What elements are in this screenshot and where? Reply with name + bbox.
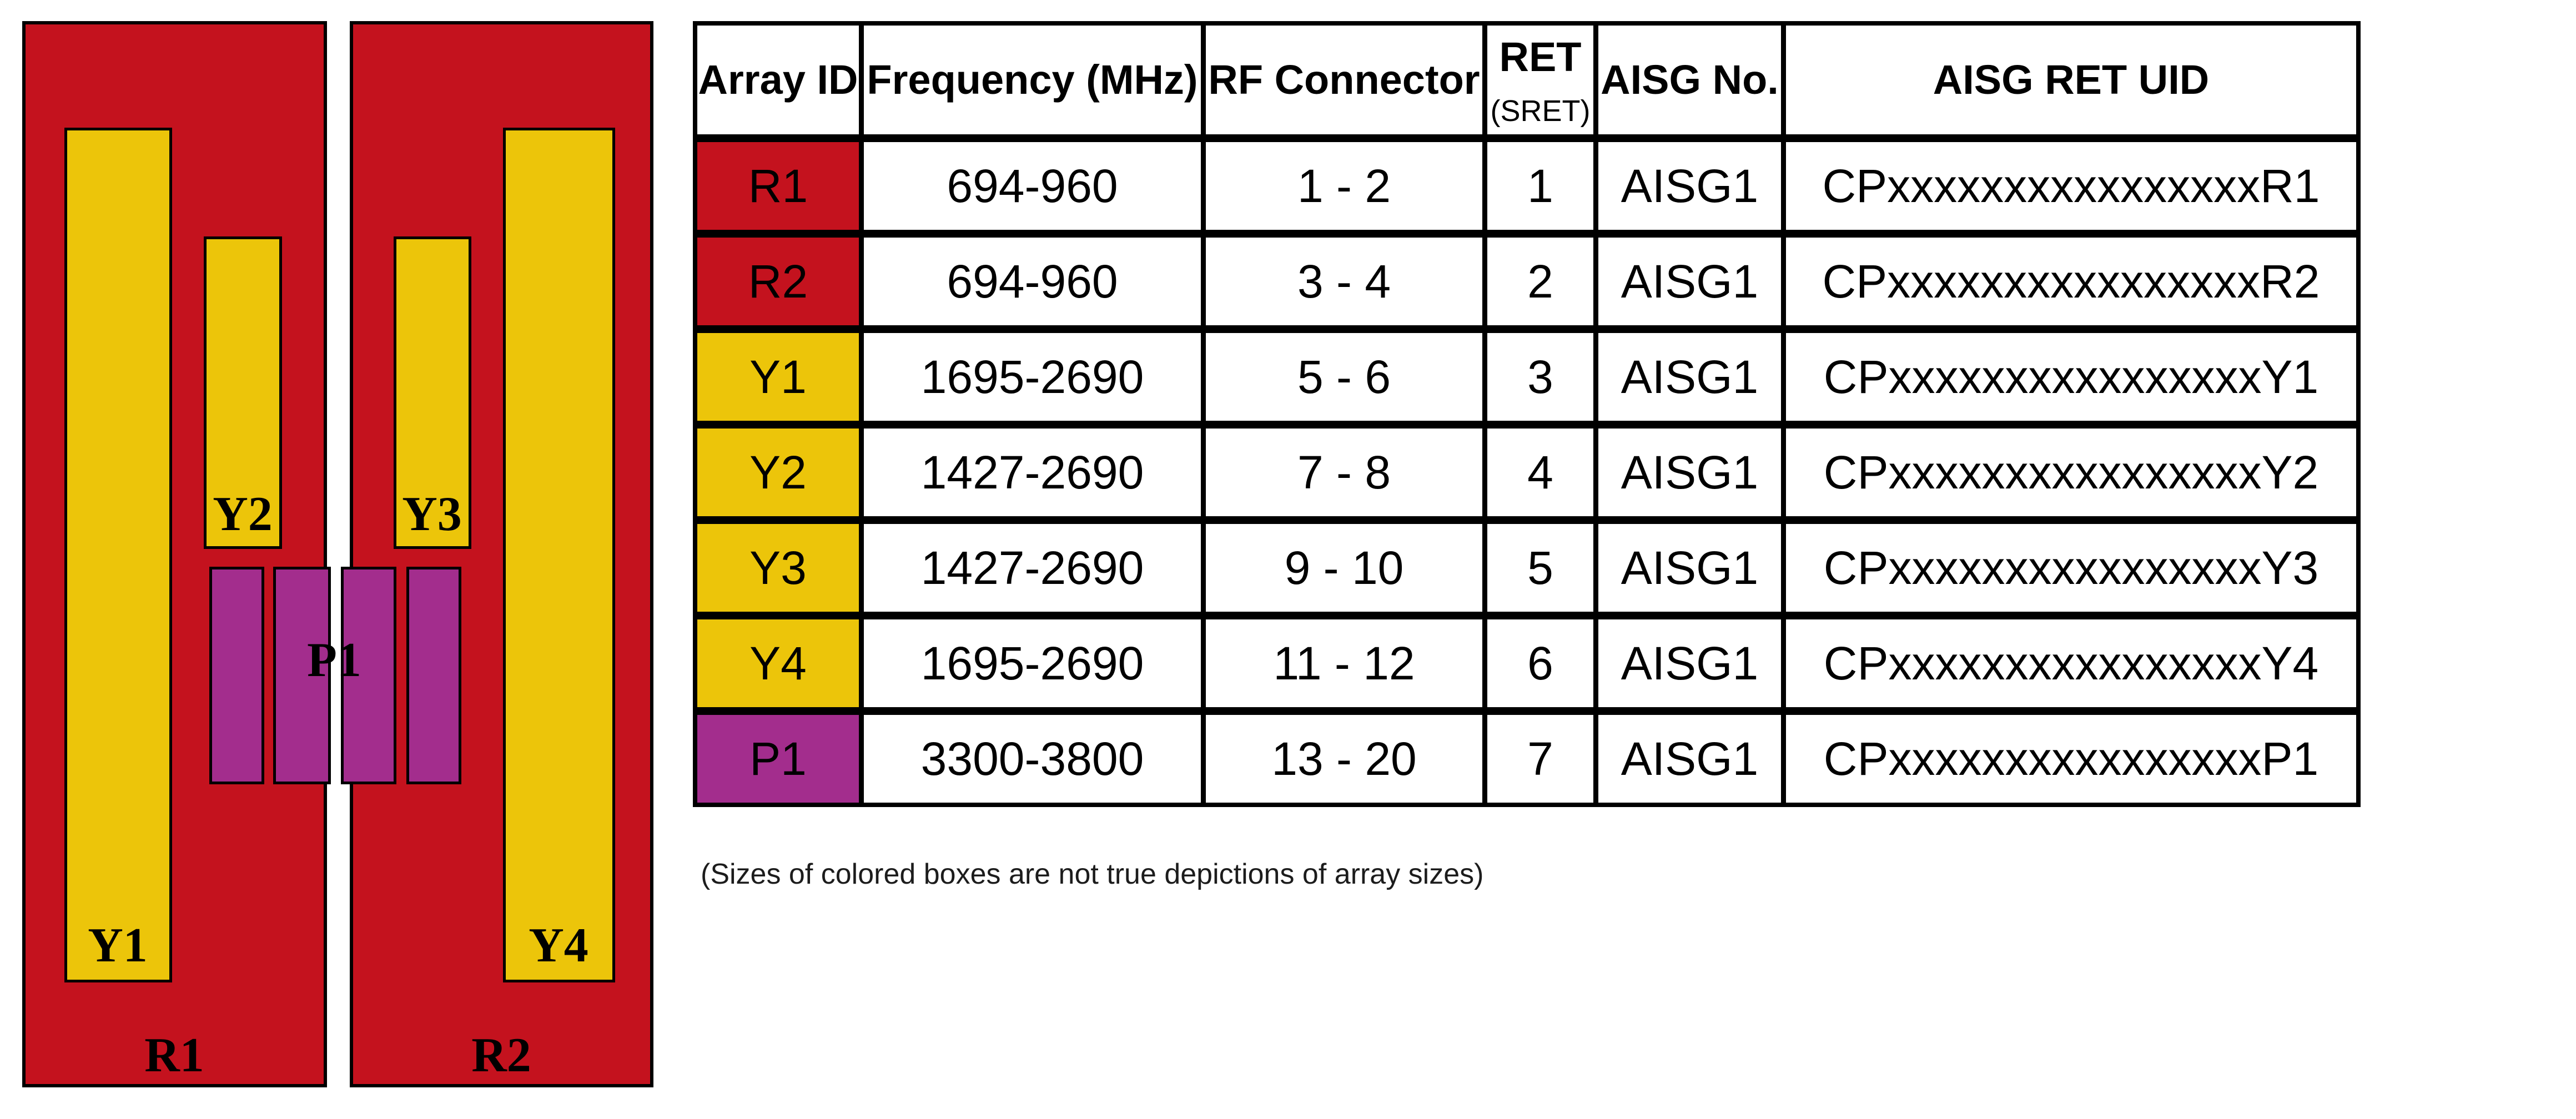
cell-rf-connector: 5 - 6 bbox=[1206, 333, 1482, 421]
purple-array-box-4 bbox=[406, 567, 461, 784]
header-aisg-ret-uid: AISG RET UID bbox=[1786, 26, 2356, 134]
cell-frequency: 3300-3800 bbox=[864, 715, 1201, 803]
yellow-array-y4 bbox=[503, 128, 615, 982]
yellow-array-y2 bbox=[204, 236, 282, 549]
cell-frequency: 1427-2690 bbox=[864, 524, 1201, 612]
cell-aisg-ret-uid: CPxxxxxxxxxxxxxxxxY2 bbox=[1786, 429, 2356, 516]
cell-ret: 4 bbox=[1487, 429, 1593, 516]
diagram-label-y4: Y4 bbox=[529, 919, 588, 972]
size-disclaimer-note: (Sizes of colored boxes are not true dep… bbox=[701, 858, 1484, 890]
cell-array-id: R1 bbox=[697, 142, 859, 230]
cell-aisg-no: AISG1 bbox=[1598, 524, 1781, 612]
purple-array-box-1 bbox=[209, 567, 264, 784]
cell-aisg-ret-uid: CPxxxxxxxxxxxxxxxxY4 bbox=[1786, 619, 2356, 707]
cell-ret: 7 bbox=[1487, 715, 1593, 803]
cell-array-id: R2 bbox=[697, 238, 859, 325]
cell-aisg-ret-uid: CPxxxxxxxxxxxxxxxxP1 bbox=[1786, 715, 2356, 803]
cell-aisg-no: AISG1 bbox=[1598, 142, 1781, 230]
header-aisg-no: AISG No. bbox=[1598, 26, 1781, 134]
cell-aisg-ret-uid: CPxxxxxxxxxxxxxxxxY1 bbox=[1786, 333, 2356, 421]
cell-rf-connector: 9 - 10 bbox=[1206, 524, 1482, 612]
diagram-label-r2: R2 bbox=[471, 1029, 531, 1082]
yellow-array-y1 bbox=[64, 128, 172, 982]
cell-ret: 5 bbox=[1487, 524, 1593, 612]
diagram-label-y3: Y3 bbox=[402, 487, 462, 541]
cell-aisg-no: AISG1 bbox=[1598, 429, 1781, 516]
cell-array-id: P1 bbox=[697, 715, 859, 803]
cell-rf-connector: 11 - 12 bbox=[1206, 619, 1482, 707]
header-ret-main: RET bbox=[1499, 34, 1582, 80]
cell-aisg-no: AISG1 bbox=[1598, 333, 1781, 421]
header-frequency: Frequency (MHz) bbox=[864, 26, 1201, 134]
header-ret-sub: (SRET) bbox=[1490, 94, 1591, 128]
cell-ret: 1 bbox=[1487, 142, 1593, 230]
diagram-label-y1: Y1 bbox=[88, 919, 148, 972]
antenna-array-diagram: Y1 Y2 Y3 Y4 R1 R2 P1 bbox=[0, 0, 688, 1119]
cell-frequency: 694-960 bbox=[864, 142, 1201, 230]
cell-rf-connector: 13 - 20 bbox=[1206, 715, 1482, 803]
diagram-label-r1: R1 bbox=[144, 1029, 204, 1082]
cell-array-id: Y2 bbox=[697, 429, 859, 516]
cell-aisg-ret-uid: CPxxxxxxxxxxxxxxxxR2 bbox=[1786, 238, 2356, 325]
cell-rf-connector: 3 - 4 bbox=[1206, 238, 1482, 325]
cell-frequency: 1427-2690 bbox=[864, 429, 1201, 516]
cell-rf-connector: 1 - 2 bbox=[1206, 142, 1482, 230]
cell-array-id: Y1 bbox=[697, 333, 859, 421]
cell-frequency: 1695-2690 bbox=[864, 619, 1201, 707]
cell-array-id: Y4 bbox=[697, 619, 859, 707]
cell-frequency: 694-960 bbox=[864, 238, 1201, 325]
cell-aisg-ret-uid: CPxxxxxxxxxxxxxxxxR1 bbox=[1786, 142, 2356, 230]
header-rf-connector: RF Connector bbox=[1206, 26, 1482, 134]
cell-rf-connector: 7 - 8 bbox=[1206, 429, 1482, 516]
purple-array-box-2 bbox=[273, 567, 331, 784]
diagram-label-y2: Y2 bbox=[213, 487, 273, 541]
cell-ret: 6 bbox=[1487, 619, 1593, 707]
yellow-array-y3 bbox=[394, 236, 471, 549]
diagram-label-p1: P1 bbox=[307, 633, 361, 687]
cell-ret: 2 bbox=[1487, 238, 1593, 325]
cell-aisg-no: AISG1 bbox=[1598, 619, 1781, 707]
cell-array-id: Y3 bbox=[697, 524, 859, 612]
purple-array-box-3 bbox=[341, 567, 396, 784]
header-array-id: Array ID bbox=[697, 26, 859, 134]
cell-aisg-no: AISG1 bbox=[1598, 238, 1781, 325]
cell-aisg-ret-uid: CPxxxxxxxxxxxxxxxxY3 bbox=[1786, 524, 2356, 612]
cell-aisg-no: AISG1 bbox=[1598, 715, 1781, 803]
header-ret: RET (SRET) bbox=[1487, 26, 1593, 134]
ret-connector-table: Array ID Frequency (MHz) RF Connector RE… bbox=[693, 21, 2361, 807]
cell-ret: 3 bbox=[1487, 333, 1593, 421]
cell-frequency: 1695-2690 bbox=[864, 333, 1201, 421]
